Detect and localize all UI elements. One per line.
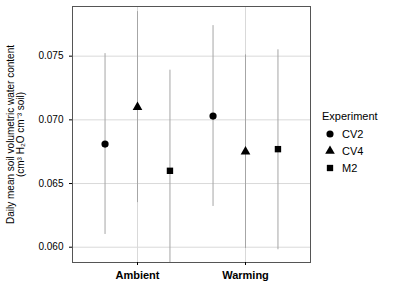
html-text:CV4: CV4	[342, 145, 364, 157]
svg-text:0.060: 0.060	[38, 241, 63, 252]
svg-text:Daily mean soil volumetric wat: Daily mean soil volumetric water content…	[5, 45, 26, 224]
svg-text:0.065: 0.065	[38, 178, 63, 189]
svg-text:0.075: 0.075	[38, 50, 63, 61]
svg-text:Warming: Warming	[222, 269, 269, 281]
html-text:Experiment: Experiment	[322, 109, 378, 122]
svg-text:Ambient: Ambient	[116, 269, 160, 281]
html-text:M2: M2	[342, 162, 358, 174]
html-text:CV2: CV2	[342, 128, 364, 140]
svg-text:0.070: 0.070	[38, 114, 63, 125]
